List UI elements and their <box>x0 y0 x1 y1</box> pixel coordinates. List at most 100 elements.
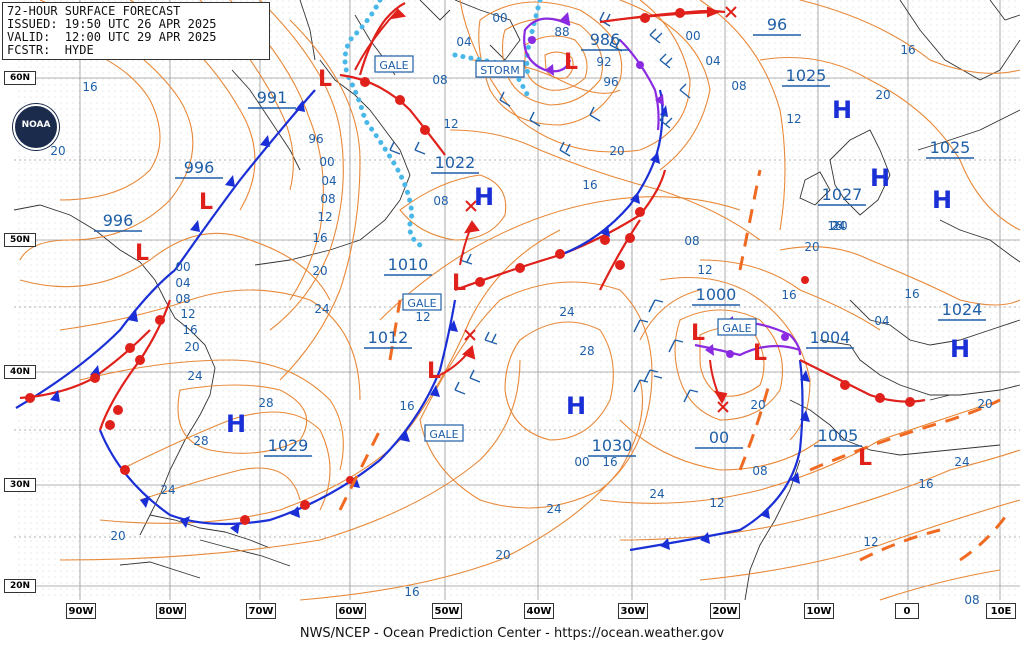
cold-front-east <box>629 359 804 552</box>
high-pressure-symbol: H <box>474 183 494 211</box>
isobar-value: 20 <box>875 88 890 102</box>
pressure-value-label: 00 <box>709 428 729 447</box>
isobar-value: 16 <box>399 399 414 413</box>
isobar-value: 16 <box>904 287 919 301</box>
lon-label: 0 <box>895 603 919 619</box>
lon-label: 50W <box>432 603 462 619</box>
front-pips <box>25 8 915 550</box>
isobar-value: 16 <box>602 455 617 469</box>
pressure-value-label: 1025 <box>930 138 971 157</box>
isobar-value: 92 <box>596 55 611 69</box>
isobar-value: 24 <box>314 302 329 316</box>
high-pressure-symbol: H <box>226 410 246 438</box>
lon-label: 80W <box>156 603 186 619</box>
high-pressure-symbol: H <box>832 96 852 124</box>
isobar-value: 24 <box>954 455 969 469</box>
lon-label: 10W <box>804 603 834 619</box>
isobar-value: 28 <box>579 344 594 358</box>
isobar-value: 08 <box>752 464 767 478</box>
pressure-value-label: 1029 <box>268 436 309 455</box>
pressure-value-label: 1024 <box>942 300 983 319</box>
pressure-value-label: 1022 <box>435 153 476 172</box>
isobar-value: 24 <box>187 369 202 383</box>
isobar-value: 20 <box>609 144 624 158</box>
pressure-value-label: 1012 <box>368 328 409 347</box>
pressure-value-label: 996 <box>184 158 215 177</box>
isobar-value: 00 <box>492 11 507 25</box>
isobar-value: 20 <box>977 397 992 411</box>
lon-label: 60W <box>336 603 366 619</box>
pressure-value-label: 1004 <box>810 328 851 347</box>
lon-label: 70W <box>246 603 276 619</box>
lat-label: 30N <box>4 478 36 492</box>
isobar-value: 24 <box>559 305 574 319</box>
warm-front-arctic <box>358 2 406 76</box>
warm-front-labrador <box>339 73 446 156</box>
isobar-value: 20 <box>804 240 819 254</box>
isobar-value: 16 <box>182 323 197 337</box>
isobar-value: 20 <box>312 264 327 278</box>
isobar-value: 00 <box>685 29 700 43</box>
isobar-value: 16 <box>82 80 97 94</box>
footer-credit: NWS/NCEP - Ocean Prediction Center - htt… <box>299 626 725 641</box>
high-pressure-symbol: H <box>950 335 970 363</box>
low-pressure-symbol: L <box>858 446 872 471</box>
isobar-value: 04 <box>705 54 720 68</box>
isobar-value: 20 <box>184 340 199 354</box>
isobar-value: 20 <box>50 144 65 158</box>
isobar-value: 20 <box>495 548 510 562</box>
isobar-value: 00 <box>175 260 190 274</box>
isobar-value: 12 <box>709 496 724 510</box>
isobar-value: 12 <box>415 310 430 324</box>
warning-label: GALE <box>379 59 408 72</box>
warning-label: STORM <box>480 64 520 77</box>
high-pressure-symbol: H <box>932 186 952 214</box>
isobar-value: 00 <box>319 155 334 169</box>
cold-front-west <box>15 269 176 409</box>
isobar-value: 04 <box>175 276 190 290</box>
tracks <box>354 6 728 405</box>
isobar-value: 12 <box>443 117 458 131</box>
low-pressure-symbol: L <box>427 359 441 384</box>
low-pressure-symbol: L <box>452 271 466 296</box>
cold-front-labrador <box>174 89 316 271</box>
isobar-value: 08 <box>320 192 335 206</box>
warning-box <box>402 293 442 311</box>
isobar-value: 04 <box>874 314 889 328</box>
pressure-value-label: 96 <box>767 15 787 34</box>
troughs <box>338 169 1012 562</box>
pressure-value-label: 1000 <box>696 285 737 304</box>
high-pressure-symbol: H <box>566 392 586 420</box>
isobar-value: 04 <box>456 35 471 49</box>
occluded-storm-2 <box>523 17 572 73</box>
header-valid: VALID: 12:00 UTC 29 APR 2025 <box>7 30 217 44</box>
warning-label: GALE <box>429 428 458 441</box>
lat-label: 40N <box>4 365 36 379</box>
isobar-value: 12 <box>697 263 712 277</box>
isobar-value: 08 <box>731 79 746 93</box>
warning-label: GALE <box>407 297 436 310</box>
low-pressure-symbol: L <box>318 67 332 92</box>
lon-label: 20W <box>710 603 740 619</box>
isobar-value: 12 <box>786 112 801 126</box>
header-issued: ISSUED: 19:50 UTC 26 APR 2025 <box>7 17 217 31</box>
cold-front-midocean <box>559 89 664 257</box>
pressure-value-label: 1030 <box>592 436 633 455</box>
pressure-value-label: 1027 <box>822 185 863 204</box>
pressure-value-label: 1010 <box>388 255 429 274</box>
lat-label: 50N <box>4 233 36 247</box>
isobar-value: 20 <box>832 219 847 233</box>
isobar-value: 96 <box>308 132 323 146</box>
isobar-value: 08 <box>175 292 190 306</box>
isobar-value: 16 <box>582 178 597 192</box>
isobar-value: 24 <box>830 219 845 233</box>
warm-front-mid <box>454 169 667 292</box>
pressure-value-label: 1005 <box>818 426 859 445</box>
isobar-value: 16 <box>918 477 933 491</box>
isobar-value: 16 <box>312 231 327 245</box>
lon-label: 40W <box>524 603 554 619</box>
low-pressure-symbol: L <box>691 321 705 346</box>
noaa-logo-text: NOAA <box>21 120 51 130</box>
isobar-value: 20 <box>110 529 125 543</box>
x-markers <box>464 6 737 413</box>
